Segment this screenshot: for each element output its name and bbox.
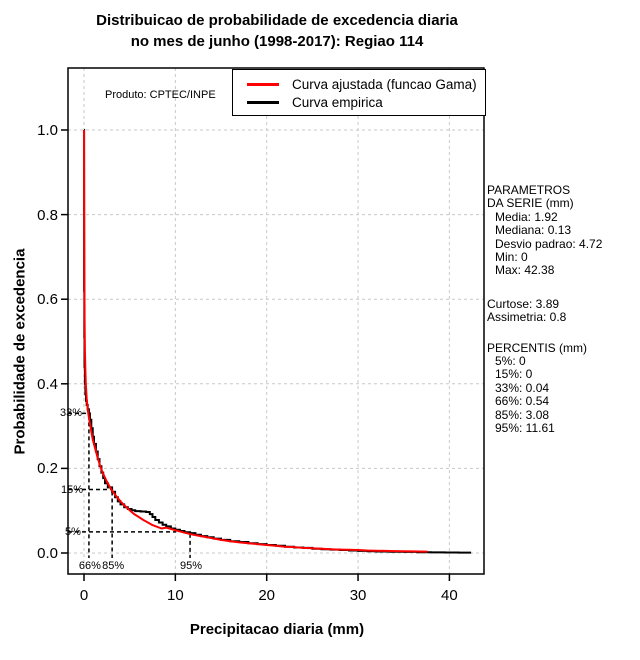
x-tick-label: 10	[167, 587, 184, 604]
legend-label-empirical: Curva empirica	[292, 94, 383, 110]
y-tick-label: 0.6	[37, 291, 58, 309]
params-header: DA SERIE (mm)	[487, 196, 574, 211]
percentil-line: 5%: 0	[495, 354, 526, 369]
percentil-line: 15%: 0	[495, 367, 533, 382]
y-axis-title: Probabilidade de excedencia	[11, 248, 29, 455]
stat-line: Min: 0	[495, 250, 528, 265]
legend-item-fitted: Curva ajustada (funcao Gama)	[247, 75, 485, 93]
empirical-curve	[83, 129, 472, 554]
percentile-h-label: 33%	[60, 407, 83, 420]
legend-item-empirical: Curva empirica	[247, 93, 485, 111]
y-tick-label: 0.8	[37, 206, 58, 224]
y-tick-label: 0.0	[37, 545, 58, 562]
stat-line: Curtose: 3.89	[487, 296, 560, 311]
statistics-panel: PARAMETROS DA SERIE (mm) Media: 1.92 Median…	[487, 183, 603, 436]
plot-border	[67, 67, 485, 575]
y-tick-label: 0.4	[37, 375, 58, 393]
fitted-curve	[83, 129, 428, 553]
stat-line: Max: 42.38	[495, 263, 555, 278]
legend-label-fitted: Curva ajustada (funcao Gama)	[292, 76, 477, 92]
panel-spacer	[487, 278, 602, 298]
chart-title-line2: no mes de junho (1998-2017): Regiao 114	[130, 33, 424, 50]
percentile-v-label: 66%	[78, 560, 101, 572]
percentile-h-label: 15%	[61, 483, 84, 496]
y-tick-label: 1.0	[37, 122, 58, 139]
legend-line-sample-black	[247, 100, 279, 104]
percentile-h-label: 5%	[65, 525, 81, 538]
percentile-v-label: 95%	[180, 560, 203, 572]
x-axis-title: Precipitacao diaria (mm)	[189, 621, 365, 638]
panel-spacer	[487, 325, 602, 342]
percentis-header: PERCENTIS (mm)	[487, 340, 587, 355]
legend: Curva ajustada (funcao Gama) Curva empir…	[232, 69, 486, 116]
percentil-line: 66%: 0.54	[495, 394, 550, 409]
legend-line-sample-red	[247, 82, 279, 86]
product-label: Produto: CPTEC/INPE	[105, 89, 216, 101]
y-tick-label: 0.2	[37, 460, 58, 478]
stat-line: Desvio padrao: 4.72	[495, 236, 603, 251]
percentil-line: 85%: 3.08	[495, 407, 550, 422]
percentile-v-label: 85%	[102, 560, 125, 572]
stat-line: Assimetria: 0.8	[487, 310, 567, 325]
x-tick-label: 30	[349, 587, 367, 604]
stat-line: Mediana: 0.13	[495, 223, 572, 238]
percentil-line: 33%: 0.04	[495, 380, 550, 395]
params-header: PARAMETROS	[487, 183, 571, 197]
x-tick-label: 0	[79, 587, 89, 604]
x-tick-label: 20	[258, 587, 276, 604]
x-tick-label: 40	[441, 587, 458, 604]
chart-title-line1: Distribuicao de probabilidade de exceden…	[96, 12, 458, 29]
stat-line: Media: 1.92	[495, 209, 558, 224]
percentil-line: 95%: 11.61	[495, 421, 555, 436]
